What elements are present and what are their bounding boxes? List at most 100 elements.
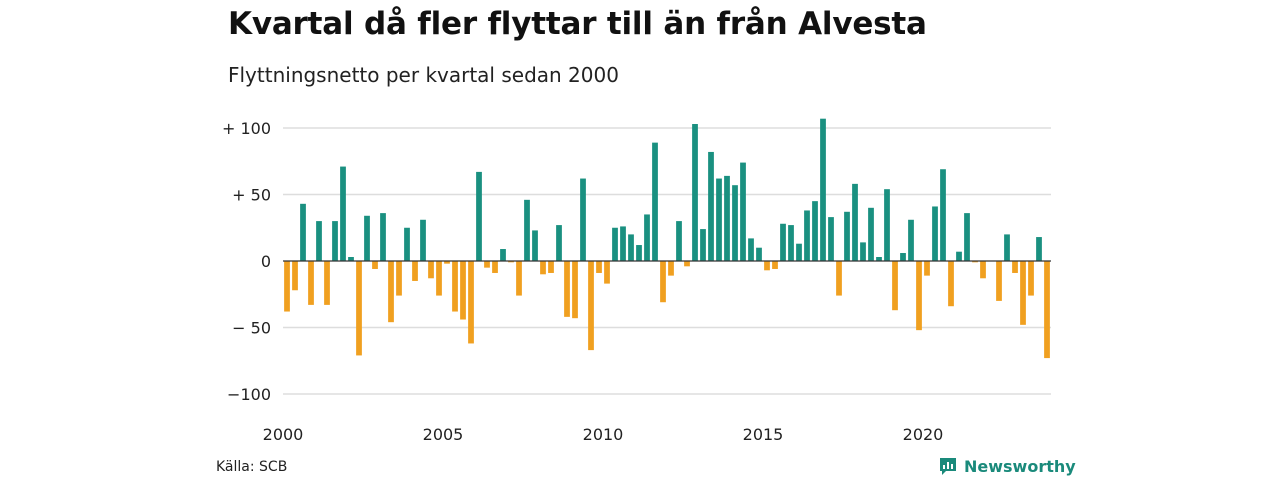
bar bbox=[540, 261, 546, 275]
bar bbox=[612, 227, 618, 261]
bar bbox=[692, 124, 698, 261]
bar bbox=[924, 261, 930, 276]
bar bbox=[956, 251, 962, 261]
bar bbox=[916, 261, 922, 331]
bar bbox=[404, 227, 410, 261]
bar bbox=[492, 261, 498, 273]
bar bbox=[308, 261, 314, 305]
chart-subtitle: Flyttningsnetto per kvartal sedan 2000 bbox=[228, 63, 619, 87]
brand-logo: Newsworthy bbox=[938, 456, 1076, 476]
bar bbox=[364, 215, 370, 261]
bar bbox=[820, 118, 826, 261]
bar bbox=[284, 261, 290, 312]
brand-name: Newsworthy bbox=[964, 456, 1076, 476]
x-tick-label: 2005 bbox=[423, 425, 464, 444]
bar bbox=[932, 206, 938, 261]
bar bbox=[748, 238, 754, 261]
bar bbox=[908, 219, 914, 261]
bar bbox=[780, 223, 786, 261]
bar bbox=[644, 214, 650, 261]
bar bbox=[1044, 261, 1050, 359]
bar bbox=[316, 221, 322, 261]
chart-title: Kvartal då fler flyttar till än från Alv… bbox=[228, 6, 927, 42]
bar bbox=[764, 261, 770, 271]
bar bbox=[484, 261, 490, 268]
bar bbox=[300, 203, 306, 261]
source-note: Källa: SCB bbox=[216, 459, 288, 475]
bar bbox=[668, 261, 674, 276]
bar bbox=[868, 207, 874, 261]
bar bbox=[372, 261, 378, 269]
bar bbox=[476, 171, 482, 261]
bar bbox=[444, 261, 450, 264]
y-tick-label: − 50 bbox=[232, 319, 271, 338]
x-tick-label: 2015 bbox=[743, 425, 784, 444]
bar bbox=[996, 261, 1002, 301]
bar bbox=[580, 178, 586, 261]
bar bbox=[460, 261, 466, 320]
bar bbox=[812, 201, 818, 261]
y-tick-label: 0 bbox=[261, 252, 271, 271]
bar bbox=[604, 261, 610, 284]
bar bbox=[972, 261, 978, 263]
bar bbox=[796, 243, 802, 261]
bar-chart-bubble-icon bbox=[940, 458, 956, 475]
x-axis: 2000 2005 2010 2015 2020 bbox=[263, 425, 944, 444]
y-tick-label: + 100 bbox=[222, 119, 271, 138]
bar bbox=[892, 261, 898, 311]
bar bbox=[1036, 237, 1042, 261]
bar bbox=[564, 261, 570, 317]
bar bbox=[740, 162, 746, 261]
bar bbox=[940, 169, 946, 261]
bar bbox=[844, 211, 850, 261]
bar bbox=[756, 247, 762, 261]
bar bbox=[436, 261, 442, 296]
bars bbox=[284, 118, 1050, 359]
bar bbox=[660, 261, 666, 303]
bar bbox=[948, 261, 954, 307]
bar bbox=[332, 221, 338, 261]
bar bbox=[628, 234, 634, 261]
bar bbox=[548, 261, 554, 273]
bar bbox=[836, 261, 842, 296]
bar bbox=[572, 261, 578, 319]
bar bbox=[468, 261, 474, 344]
bar bbox=[876, 257, 882, 261]
x-tick-label: 2020 bbox=[903, 425, 944, 444]
bar bbox=[732, 185, 738, 261]
bar bbox=[348, 257, 354, 261]
bar bbox=[516, 261, 522, 296]
bar bbox=[524, 199, 530, 261]
bar bbox=[860, 242, 866, 261]
bar-chart: + 100 + 50 0 − 50 −100 2000 2005 2010 2015 2020 bbox=[222, 118, 1051, 444]
bar bbox=[620, 226, 626, 261]
bar bbox=[828, 217, 834, 261]
bar bbox=[396, 261, 402, 296]
bar bbox=[676, 221, 682, 261]
bar bbox=[292, 261, 298, 291]
bar bbox=[772, 261, 778, 269]
bar bbox=[716, 178, 722, 261]
grid-lines bbox=[283, 127, 1051, 395]
bar bbox=[852, 183, 858, 261]
bar bbox=[900, 253, 906, 261]
y-tick-label: −100 bbox=[227, 385, 271, 404]
y-axis: + 100 + 50 0 − 50 −100 bbox=[222, 119, 271, 404]
bar bbox=[340, 166, 346, 261]
y-tick-label: + 50 bbox=[232, 186, 271, 205]
bar bbox=[388, 261, 394, 323]
bar bbox=[964, 213, 970, 261]
bar bbox=[324, 261, 330, 305]
bar bbox=[508, 261, 514, 263]
bar bbox=[708, 151, 714, 261]
x-tick-label: 2010 bbox=[583, 425, 624, 444]
bar bbox=[412, 261, 418, 281]
bar bbox=[596, 261, 602, 273]
x-tick-label: 2000 bbox=[263, 425, 304, 444]
bar bbox=[804, 210, 810, 261]
bar bbox=[652, 142, 658, 261]
bar bbox=[420, 219, 426, 261]
bar bbox=[1028, 261, 1034, 296]
bar bbox=[428, 261, 434, 279]
bar bbox=[884, 189, 890, 261]
